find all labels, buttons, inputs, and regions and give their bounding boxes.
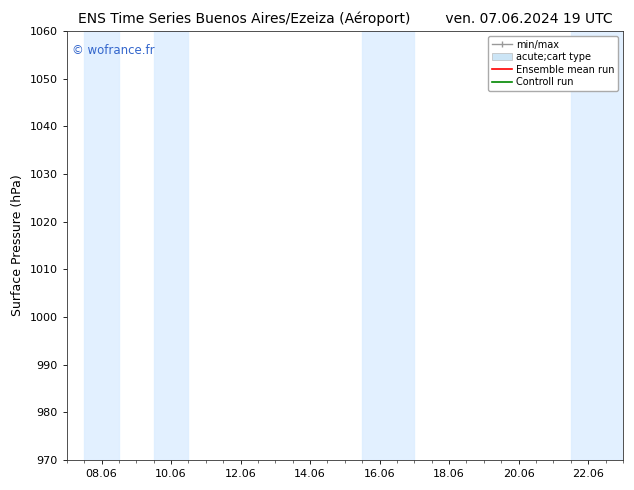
Bar	[571, 31, 623, 460]
Y-axis label: Surface Pressure (hPa): Surface Pressure (hPa)	[11, 174, 24, 316]
Legend: min/max, acute;cart type, Ensemble mean run, Controll run: min/max, acute;cart type, Ensemble mean …	[488, 36, 618, 91]
Bar	[84, 31, 119, 460]
Text: © wofrance.fr: © wofrance.fr	[72, 44, 155, 57]
Title: ENS Time Series Buenos Aires/Ezeiza (Aéroport)        ven. 07.06.2024 19 UTC: ENS Time Series Buenos Aires/Ezeiza (Aér…	[77, 11, 612, 25]
Bar	[362, 31, 415, 460]
Bar	[153, 31, 188, 460]
